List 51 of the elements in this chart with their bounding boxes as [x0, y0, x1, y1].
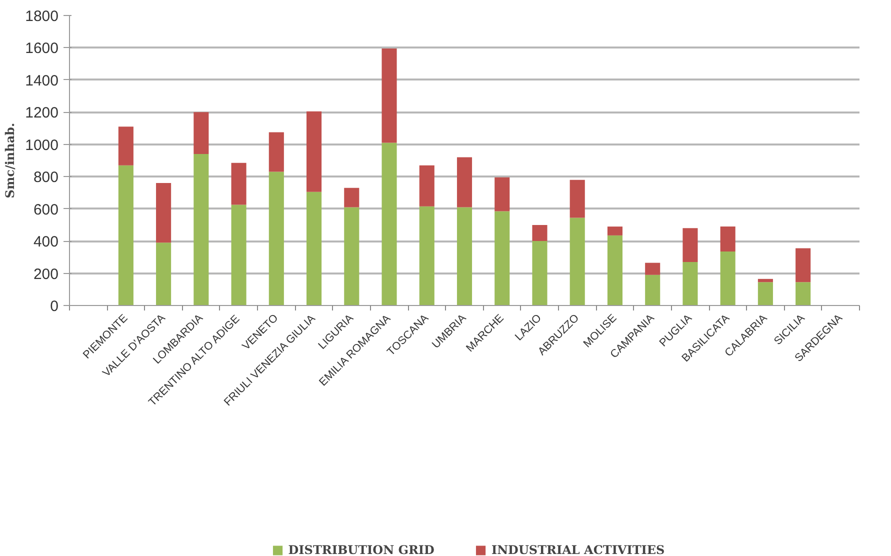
bar: [118, 126, 134, 166]
bar: [382, 142, 397, 306]
legend-label: INDUSTRIAL ACTIVITIES: [491, 543, 665, 556]
bar: [194, 112, 209, 154]
bar: [268, 172, 284, 306]
bar: [456, 207, 472, 306]
y-tick-label: 800: [33, 169, 59, 186]
bar: [570, 218, 585, 306]
bar: [532, 241, 548, 306]
bar: [682, 228, 698, 262]
y-tick-label: 1000: [25, 136, 59, 154]
bar: [156, 183, 172, 243]
y-tick-label: 0: [50, 298, 58, 315]
bar: [645, 262, 660, 275]
y-tick-label: 1200: [25, 104, 59, 122]
bar: [456, 157, 472, 208]
bar: [231, 204, 246, 306]
bar: [532, 224, 548, 242]
bar: [306, 192, 322, 306]
bar: [194, 154, 209, 306]
bar: [720, 252, 736, 306]
bar: [231, 162, 246, 205]
y-tick-label: 1800: [25, 8, 59, 25]
y-tick-label: 200: [33, 266, 59, 283]
y-tick-label: 1600: [25, 40, 59, 58]
bar: [306, 111, 322, 192]
legend-label: DISTRIBUTION GRID: [288, 543, 434, 556]
bar: [382, 48, 397, 143]
bar: [118, 165, 134, 306]
y-tick-label: 1400: [25, 72, 59, 90]
bar: [156, 242, 172, 306]
bar: [720, 226, 736, 252]
bar: [645, 274, 660, 306]
bar: [344, 207, 360, 306]
y-tick-label: 600: [33, 201, 59, 218]
bar: [758, 282, 773, 306]
y-tick-label: 400: [33, 234, 59, 251]
bar: [570, 180, 585, 218]
bar: [758, 278, 773, 282]
bar: [682, 262, 698, 306]
bar: [796, 248, 811, 282]
bar: [419, 206, 434, 306]
bar: [344, 188, 360, 208]
bar: [607, 226, 622, 236]
bar: [268, 132, 284, 172]
bar: [494, 211, 510, 306]
bar: [419, 165, 434, 206]
y-axis-title: Smc/inhab.: [3, 122, 18, 198]
bar: [607, 235, 622, 306]
bar: [796, 282, 811, 306]
bar: [494, 177, 510, 212]
